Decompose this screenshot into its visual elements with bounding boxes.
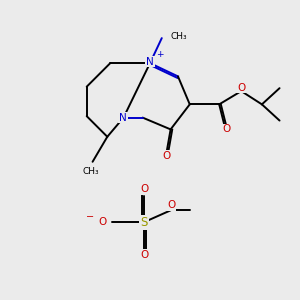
Text: −: − (86, 212, 94, 222)
Text: N: N (146, 57, 154, 67)
Text: O: O (222, 124, 231, 134)
Text: O: O (167, 200, 175, 210)
Text: CH₃: CH₃ (83, 167, 99, 176)
Text: O: O (237, 82, 245, 93)
Text: CH₃: CH₃ (170, 32, 187, 41)
Text: O: O (140, 184, 148, 194)
Text: S: S (140, 216, 148, 229)
Text: O: O (162, 151, 170, 161)
Text: O: O (99, 217, 107, 227)
Text: O: O (140, 250, 148, 260)
Text: +: + (156, 50, 163, 59)
Text: N: N (119, 112, 127, 123)
